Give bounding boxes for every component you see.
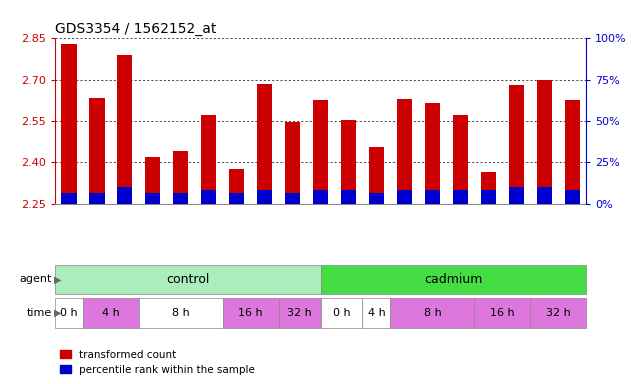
Bar <box>397 190 412 204</box>
Text: 8 h: 8 h <box>172 308 189 318</box>
Bar <box>223 298 279 328</box>
Bar <box>145 157 160 204</box>
Text: 8 h: 8 h <box>423 308 441 318</box>
Bar <box>313 100 328 204</box>
Text: 0 h: 0 h <box>60 308 78 318</box>
Bar <box>565 100 580 204</box>
Bar <box>257 190 273 204</box>
Text: GDS3354 / 1562152_at: GDS3354 / 1562152_at <box>55 22 216 36</box>
Bar <box>425 103 440 204</box>
Bar <box>229 169 244 204</box>
Bar <box>55 298 83 328</box>
Bar <box>397 99 412 204</box>
Bar <box>117 187 133 204</box>
Bar <box>341 119 357 204</box>
Bar <box>61 192 76 204</box>
Bar <box>61 44 76 204</box>
Text: agent: agent <box>20 274 52 285</box>
Bar <box>55 265 321 294</box>
Bar <box>279 298 321 328</box>
Bar <box>369 192 384 204</box>
Bar <box>536 187 552 204</box>
Bar <box>89 192 105 204</box>
Bar <box>369 147 384 204</box>
Bar <box>173 192 189 204</box>
Text: 32 h: 32 h <box>287 308 312 318</box>
Bar <box>509 85 524 204</box>
Bar <box>452 190 468 204</box>
Text: 4 h: 4 h <box>368 308 386 318</box>
Text: 32 h: 32 h <box>546 308 570 318</box>
Bar <box>425 190 440 204</box>
Bar <box>201 190 216 204</box>
Bar <box>173 151 189 204</box>
Bar <box>536 79 552 204</box>
Bar <box>452 116 468 204</box>
Bar <box>89 98 105 204</box>
Text: time: time <box>27 308 52 318</box>
Text: 16 h: 16 h <box>239 308 263 318</box>
Bar <box>481 172 496 204</box>
Bar <box>145 192 160 204</box>
Bar <box>362 298 391 328</box>
Bar <box>530 298 586 328</box>
Bar <box>481 190 496 204</box>
Text: 0 h: 0 h <box>333 308 350 318</box>
Bar <box>285 192 300 204</box>
Text: 16 h: 16 h <box>490 308 515 318</box>
Bar <box>321 298 362 328</box>
Bar <box>475 298 530 328</box>
Bar <box>313 190 328 204</box>
Text: cadmium: cadmium <box>424 273 483 286</box>
Bar <box>565 190 580 204</box>
Text: ▶: ▶ <box>54 308 62 318</box>
Bar <box>201 116 216 204</box>
Bar <box>321 265 586 294</box>
Bar <box>139 298 223 328</box>
Bar <box>117 55 133 204</box>
Bar <box>83 298 139 328</box>
Bar <box>391 298 475 328</box>
Text: 4 h: 4 h <box>102 308 120 318</box>
Bar <box>285 122 300 204</box>
Legend: transformed count, percentile rank within the sample: transformed count, percentile rank withi… <box>60 350 255 375</box>
Bar <box>229 192 244 204</box>
Text: ▶: ▶ <box>54 274 62 285</box>
Bar <box>509 187 524 204</box>
Text: control: control <box>166 273 209 286</box>
Bar <box>341 190 357 204</box>
Bar <box>257 84 273 204</box>
